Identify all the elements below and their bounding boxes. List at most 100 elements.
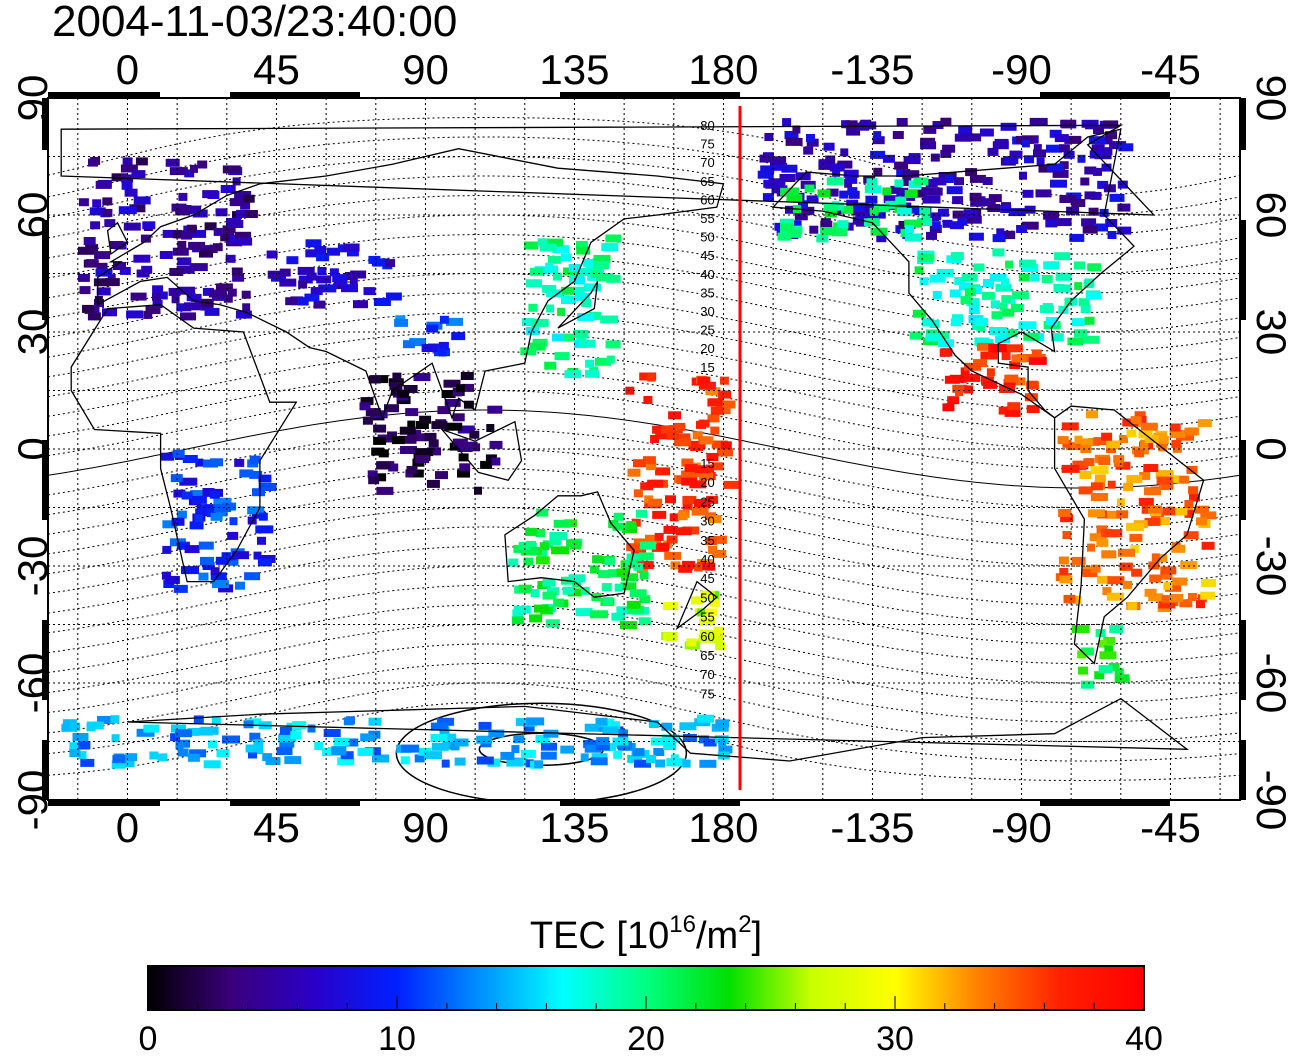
- tec-cell: [1066, 442, 1082, 451]
- tec-cell: [1050, 179, 1067, 188]
- tec-cell: [714, 626, 724, 635]
- tec-cell: [806, 138, 819, 147]
- tec-cell: [162, 545, 172, 554]
- tec-cell: [1071, 625, 1090, 634]
- tec-cell: [168, 287, 181, 296]
- tec-cell: [627, 468, 641, 477]
- tec-cell: [169, 268, 184, 276]
- tec-cell: [323, 729, 341, 737]
- tec-cell: [722, 400, 736, 409]
- tec-cell: [171, 295, 180, 304]
- tec-cell: [542, 284, 557, 293]
- tec-cell: [718, 390, 732, 399]
- tec-cell: [627, 605, 645, 614]
- contour-label: 25: [700, 323, 714, 338]
- tec-cell: [918, 253, 935, 262]
- contour-line: [48, 643, 1240, 723]
- tec-cell: [120, 164, 138, 173]
- tec-cell: [679, 722, 697, 731]
- tec-cell: [546, 304, 555, 313]
- tec-cell: [896, 187, 909, 196]
- tec-cell: [876, 234, 887, 243]
- tec-cell: [1134, 449, 1145, 458]
- tec-cell: [982, 279, 994, 287]
- tec-cell: [946, 186, 963, 195]
- tec-cell: [1089, 533, 1107, 542]
- tec-cell: [964, 288, 976, 297]
- tec-cell: [520, 749, 536, 758]
- tec-cell: [210, 567, 220, 576]
- contour-label: 50: [700, 590, 714, 605]
- tec-cell: [511, 745, 520, 754]
- tec-cell: [1001, 352, 1011, 361]
- tec-cell: [1151, 553, 1160, 562]
- tec-cell: [1033, 149, 1046, 158]
- frame-bar-right: [1239, 220, 1246, 320]
- tec-cell: [675, 527, 692, 536]
- tec-cell: [528, 303, 538, 312]
- tec-cell: [602, 726, 619, 735]
- tec-cell: [441, 390, 456, 398]
- tec-cell: [376, 473, 387, 482]
- tec-cell: [710, 598, 720, 607]
- tec-cell: [980, 351, 998, 360]
- tec-cell: [853, 204, 865, 212]
- tec-cell: [1024, 205, 1036, 214]
- tec-cell: [414, 754, 425, 763]
- tec-cell: [258, 483, 277, 491]
- tec-cell: [616, 568, 630, 577]
- tec-cell: [895, 225, 906, 234]
- tec-cell: [189, 229, 207, 238]
- right-lat-label: -30: [1248, 536, 1292, 597]
- tec-cell: [638, 552, 654, 561]
- tec-cell: [392, 372, 402, 381]
- tec-cell: [784, 131, 799, 139]
- coastline-shape: [675, 580, 718, 631]
- tec-cell: [633, 459, 646, 468]
- tec-cell: [708, 545, 718, 554]
- right-lat-label: -60: [1248, 653, 1292, 714]
- tec-cell: [1119, 435, 1128, 443]
- tec-cell: [944, 375, 960, 384]
- frame-bar-left: [42, 98, 49, 150]
- tec-cell: [1060, 514, 1074, 523]
- colorbar-tick-label: 40: [1125, 1020, 1163, 1057]
- tec-cell: [438, 348, 447, 357]
- tec-cell: [313, 300, 326, 309]
- tec-cell: [441, 759, 450, 768]
- tec-cell: [798, 200, 808, 209]
- tec-cell: [1131, 568, 1143, 577]
- tec-cell: [1002, 308, 1015, 317]
- tec-cell: [589, 610, 608, 619]
- tec-cell: [373, 424, 387, 433]
- tec-cell: [922, 195, 941, 204]
- tec-cell: [557, 307, 566, 316]
- tec-cell: [866, 178, 878, 187]
- contour-line: [48, 487, 1240, 567]
- tec-cell: [1104, 529, 1123, 538]
- contour-label: 65: [700, 648, 714, 663]
- frame-bar-bottom: [560, 799, 740, 806]
- tec-cell: [305, 249, 322, 258]
- tec-cell: [524, 241, 538, 250]
- tec-cell: [1155, 470, 1174, 479]
- coastline-shape: [127, 697, 1189, 762]
- tec-cell: [681, 458, 694, 467]
- tec-cell: [552, 333, 564, 342]
- tec-cell: [96, 262, 108, 271]
- tec-cell: [328, 747, 346, 756]
- tec-cell: [235, 581, 245, 590]
- tec-cell: [618, 729, 628, 738]
- tec-cell: [691, 507, 709, 516]
- tec-cell: [605, 274, 621, 283]
- tec-cell: [520, 347, 537, 356]
- tec-cell: [992, 344, 1008, 353]
- contour-line: [48, 156, 1240, 235]
- tec-cell: [1107, 480, 1116, 489]
- tec-cell: [486, 424, 495, 432]
- tec-cell: [236, 209, 246, 218]
- tec-cell: [952, 196, 964, 205]
- tec-cell: [371, 258, 389, 267]
- tec-cell: [999, 302, 1008, 311]
- tec-cell: [376, 461, 391, 470]
